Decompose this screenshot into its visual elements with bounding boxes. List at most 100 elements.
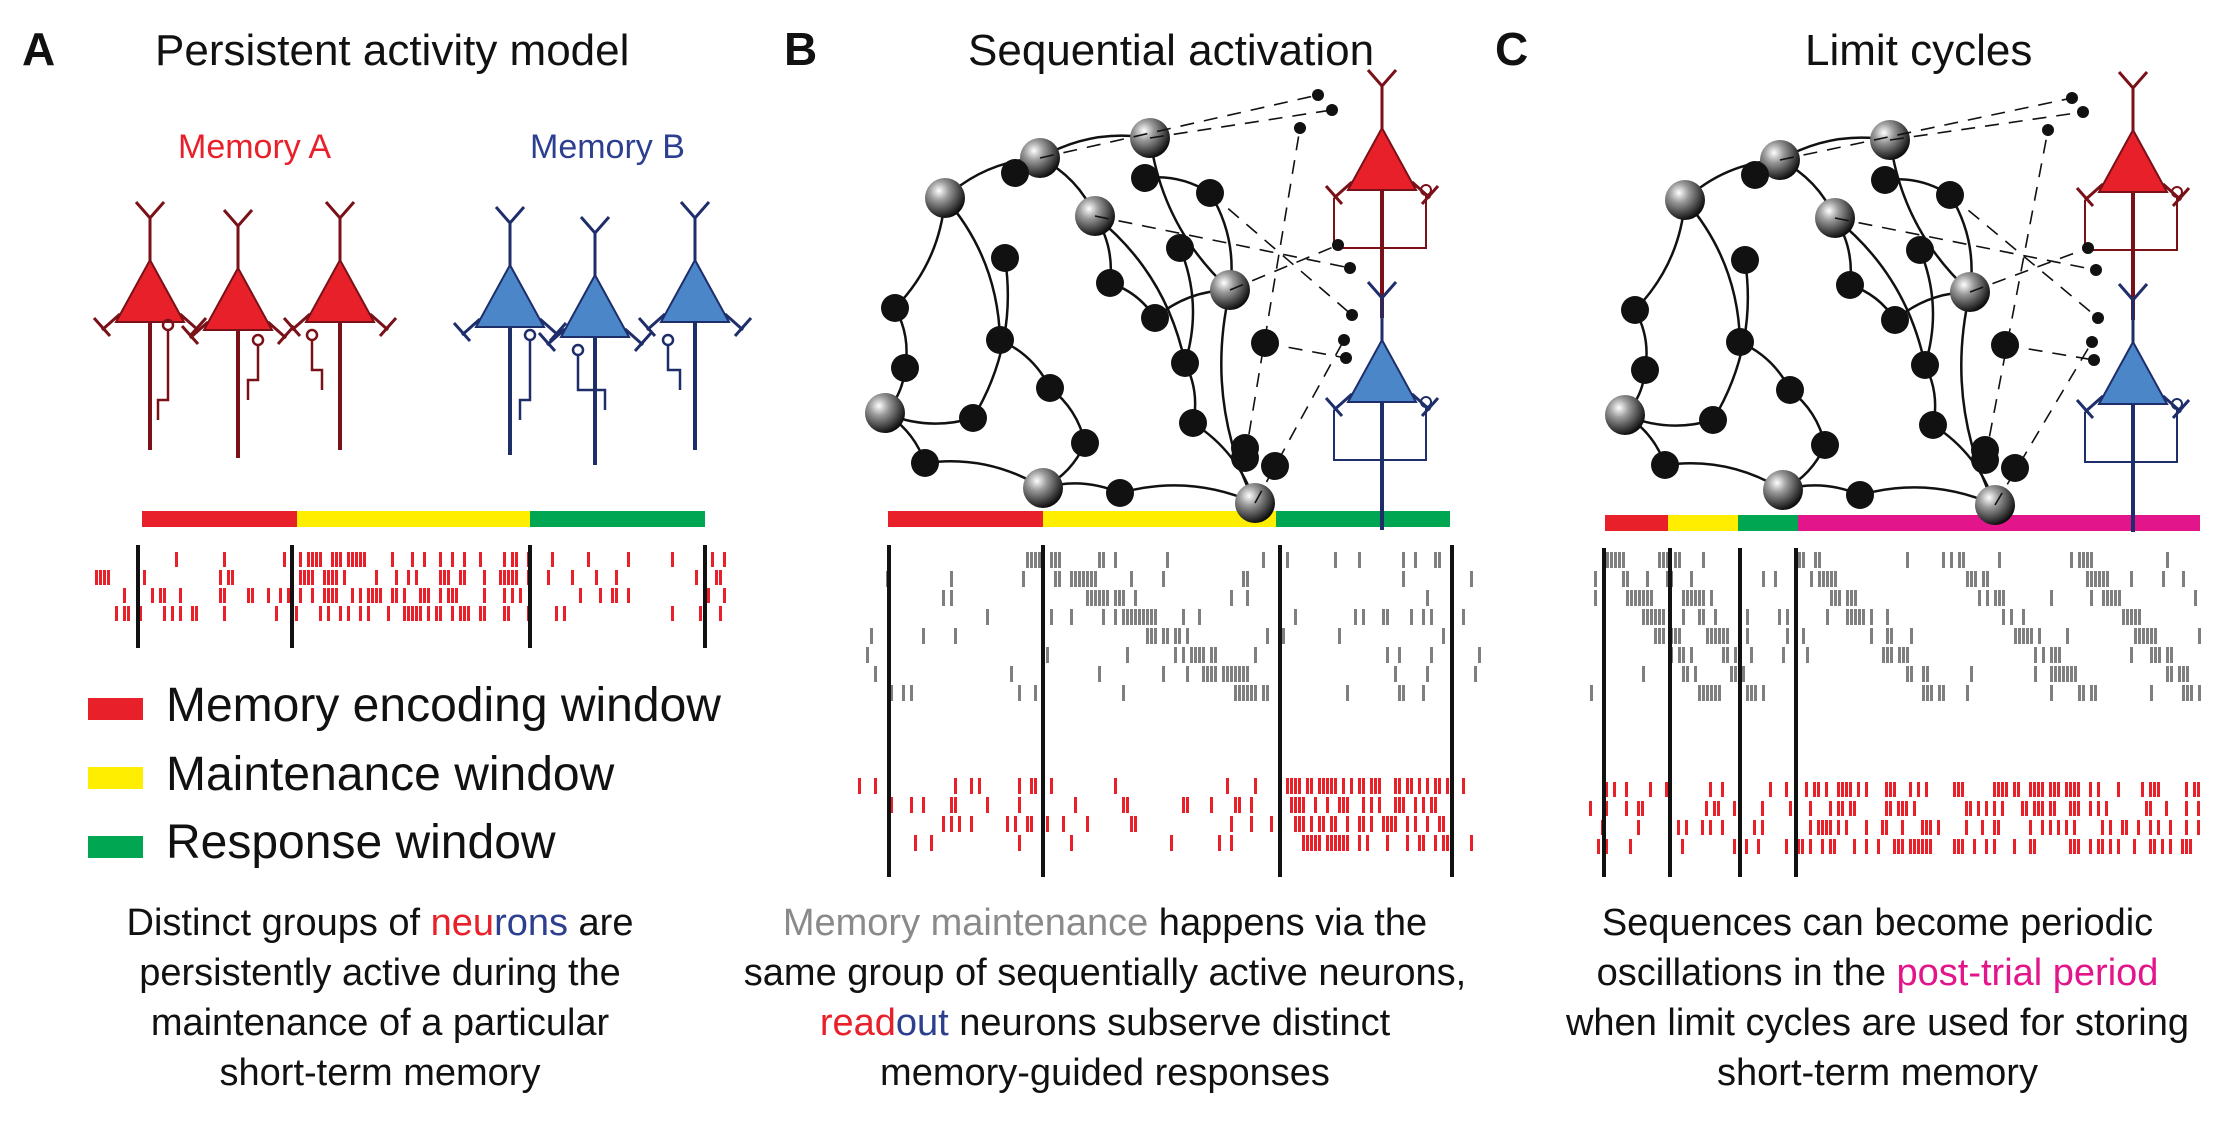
raster-tick xyxy=(2094,685,2097,701)
raster-tick xyxy=(1985,839,1988,854)
raster-tick xyxy=(1330,778,1333,794)
raster-tick xyxy=(307,570,310,585)
raster-tick xyxy=(1682,666,1685,682)
raster-tick xyxy=(1926,666,1929,682)
raster-tick xyxy=(1802,552,1805,568)
raster-tick xyxy=(2090,552,2093,568)
memory-a-label: Memory A xyxy=(178,128,332,166)
raster-tick xyxy=(1886,647,1889,663)
raster-tick xyxy=(1186,628,1189,644)
raster-tick xyxy=(1326,797,1329,813)
raster-tick xyxy=(1849,801,1852,816)
raster-tick xyxy=(347,552,350,567)
raster-tick xyxy=(1622,552,1625,568)
raster-tick xyxy=(1314,835,1317,851)
raster-tick xyxy=(439,588,442,603)
raster-tick xyxy=(1098,590,1101,606)
raster-tick xyxy=(1654,628,1657,644)
raster-tick xyxy=(1358,816,1361,832)
raster-tick xyxy=(2025,801,2028,816)
raster-tick xyxy=(1837,820,1840,835)
raster-tick xyxy=(719,606,722,621)
raster-tick xyxy=(2185,782,2188,797)
neuron-a2 xyxy=(180,209,296,458)
neuron-drawings xyxy=(92,69,2191,532)
projection-terminal xyxy=(2077,106,2089,118)
network-edge xyxy=(1684,199,1742,343)
raster-tick xyxy=(139,606,142,621)
raster-tick xyxy=(1682,609,1685,625)
raster-tick xyxy=(1014,816,1017,832)
raster-tick xyxy=(1090,571,1093,587)
axon-collateral xyxy=(576,355,607,410)
raster-tick xyxy=(1250,685,1253,701)
raster-tick xyxy=(1814,552,1817,568)
raster-tick xyxy=(115,606,118,621)
raster-tick xyxy=(1929,820,1932,835)
raster-tick xyxy=(1122,685,1125,701)
raster-tick xyxy=(367,588,370,603)
raster-tick xyxy=(463,552,466,567)
raster-tick xyxy=(1426,816,1429,832)
raster-tick xyxy=(1230,666,1233,682)
projection-terminal xyxy=(1294,122,1306,134)
raster-tick xyxy=(1202,666,1205,682)
raster-tick xyxy=(1442,628,1445,644)
raster-tick xyxy=(2054,666,2057,682)
raster-tick xyxy=(1030,816,1033,832)
synapse-bouton xyxy=(305,328,319,342)
raster-tick xyxy=(1978,590,1981,606)
raster-tick xyxy=(2138,628,2141,644)
raster-tick xyxy=(2086,552,2089,568)
raster-tick xyxy=(327,570,330,585)
raster-tick xyxy=(1594,590,1597,606)
raster-tick xyxy=(1917,839,1920,854)
raster-tick xyxy=(1362,609,1365,625)
network-node-hub xyxy=(1605,395,1645,435)
raster-tick xyxy=(1126,609,1129,625)
raster-tick xyxy=(1629,839,1632,854)
raster-tick xyxy=(922,628,925,644)
raster-tick xyxy=(1010,666,1013,682)
raster-tick xyxy=(1853,839,1856,854)
raster-tick xyxy=(1921,820,1924,835)
raster-tick xyxy=(1290,778,1293,794)
raster-tick xyxy=(1893,839,1896,854)
raster-tick xyxy=(2049,801,2052,816)
projection-terminal xyxy=(2092,312,2104,324)
raster-tick xyxy=(1386,609,1389,625)
raster-tick xyxy=(902,685,905,701)
raster-tick xyxy=(1326,835,1329,851)
network-edge xyxy=(1119,484,1256,505)
raster-tick xyxy=(1753,820,1756,835)
raster-tick xyxy=(2157,820,2160,835)
raster-tick xyxy=(1733,801,1736,816)
legend-swatch-encoding xyxy=(88,698,143,720)
raster-tick xyxy=(1238,685,1241,701)
raster-tick xyxy=(1710,590,1713,606)
raster-tick xyxy=(1782,647,1785,663)
raster-tick xyxy=(1102,609,1105,625)
raster-tick xyxy=(1786,628,1789,644)
raster-tick xyxy=(319,606,322,621)
projection-terminal xyxy=(1332,239,1344,251)
raster-tick xyxy=(1406,835,1409,851)
raster-tick xyxy=(1170,835,1173,851)
raster-tick xyxy=(1889,801,1892,816)
raster-tick xyxy=(1138,609,1141,625)
raster-tick xyxy=(295,606,298,621)
raster-tick xyxy=(1761,820,1764,835)
raster-tick xyxy=(219,588,222,603)
raster-tick xyxy=(1470,571,1473,587)
raster-tick xyxy=(2033,801,2036,816)
raster-tick xyxy=(874,778,877,794)
raster-tick xyxy=(507,570,510,585)
raster-tick xyxy=(1350,778,1353,794)
synapse-bouton xyxy=(523,328,537,342)
raster-tick xyxy=(1402,685,1405,701)
raster-tick xyxy=(2073,820,2076,835)
raster-tick xyxy=(227,570,230,585)
raster-tick xyxy=(2033,782,2036,797)
raster-tick xyxy=(171,606,174,621)
raster-tick xyxy=(299,552,302,567)
